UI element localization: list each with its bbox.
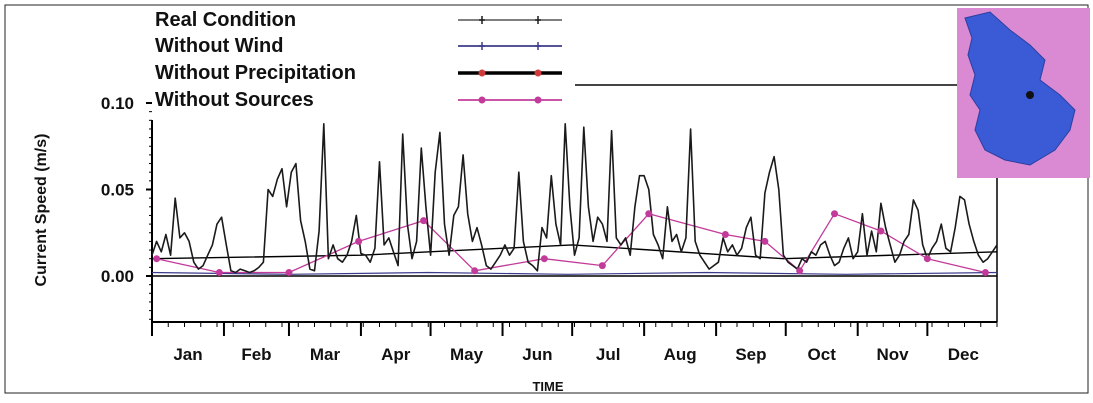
inset-location-marker bbox=[1026, 91, 1034, 99]
inset-lake-shape bbox=[964, 11, 1076, 166]
y-axis: 0.10 0.05 0.00 bbox=[101, 94, 997, 320]
series-point-3-11 bbox=[796, 267, 804, 275]
y-tick-label-2: 0.00 bbox=[101, 267, 134, 286]
x-axis-label: TIME bbox=[532, 379, 563, 394]
series-point-3-2 bbox=[285, 269, 293, 277]
x-tick-label-8: Sep bbox=[735, 345, 766, 364]
x-tick-label-5: Jun bbox=[522, 345, 552, 364]
y-axis-label: Current Speed (m/s) bbox=[33, 134, 50, 287]
series-point-3-3 bbox=[355, 237, 363, 245]
legend-label-2: Without Precipitation bbox=[155, 62, 356, 84]
series-line-0 bbox=[151, 123, 998, 274]
x-tick-label-4: May bbox=[450, 345, 484, 364]
series-point-3-8 bbox=[645, 210, 653, 218]
legend-marker-2-1 bbox=[534, 69, 542, 77]
x-tick-label-6: Jul bbox=[596, 345, 621, 364]
x-tick-label-0: Jan bbox=[173, 345, 202, 364]
series-point-3-6 bbox=[540, 255, 548, 263]
series-point-3-10 bbox=[761, 237, 769, 245]
legend-marker-1-1 bbox=[535, 42, 541, 50]
series-point-3-15 bbox=[981, 269, 989, 277]
y-tick-label-1: 0.05 bbox=[101, 181, 134, 200]
legend-label-3: Without Sources bbox=[155, 89, 314, 111]
series-point-3-7 bbox=[598, 262, 606, 270]
x-tick-label-3: Apr bbox=[381, 345, 411, 364]
legend-marker-1-0 bbox=[479, 42, 485, 50]
series-point-3-1 bbox=[215, 269, 223, 277]
figure-border bbox=[4, 4, 1089, 394]
legend-marker-0-0 bbox=[479, 16, 485, 24]
series-point-3-0 bbox=[153, 255, 161, 263]
series-point-3-4 bbox=[420, 217, 428, 225]
series-point-3-13 bbox=[877, 227, 885, 235]
x-tick-label-10: Nov bbox=[876, 345, 909, 364]
legend-label-0: Real Condition bbox=[155, 9, 296, 31]
x-tick-label-1: Feb bbox=[241, 345, 271, 364]
x-tick-label-9: Oct bbox=[808, 345, 837, 364]
legend-marker-3-0 bbox=[478, 96, 486, 104]
legend-marker-3-1 bbox=[534, 96, 542, 104]
x-axis: Jan Feb Mar Apr May Jun Jul Aug Sep Oct Nov Dec bbox=[151, 322, 998, 364]
series-point-3-9 bbox=[721, 230, 729, 238]
y-tick-label-0: 0.10 bbox=[101, 94, 134, 113]
series-point-3-5 bbox=[471, 267, 479, 275]
legend-marker-2-0 bbox=[478, 69, 486, 77]
legend: Real Condition Without Wind Without Precip… bbox=[155, 9, 562, 111]
series-point-3-12 bbox=[831, 210, 838, 218]
x-tick-label-2: Mar bbox=[310, 345, 341, 364]
series-group bbox=[151, 123, 998, 277]
legend-marker-0-1 bbox=[535, 16, 541, 24]
series-point-3-14 bbox=[923, 255, 931, 263]
x-tick-label-7: Aug bbox=[664, 345, 697, 364]
inset-map bbox=[957, 8, 1090, 178]
x-tick-label-11: Dec bbox=[948, 345, 979, 364]
legend-label-1: Without Wind bbox=[155, 35, 283, 57]
